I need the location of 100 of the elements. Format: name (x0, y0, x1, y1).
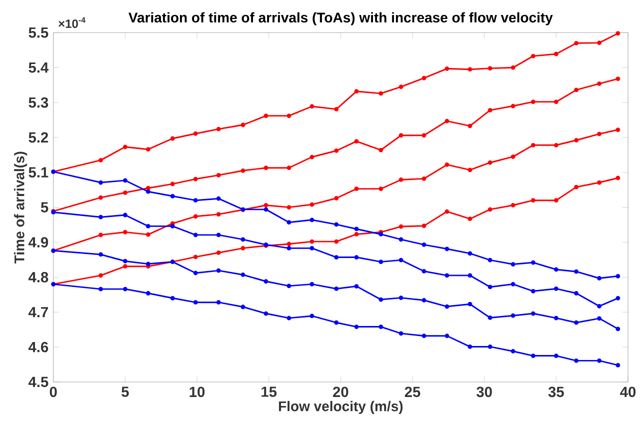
point (170, 194, 175, 198)
point (240, 122, 246, 128)
point (574, 358, 578, 363)
point (574, 138, 578, 142)
point (146, 147, 150, 152)
point (170, 224, 175, 228)
point (310, 202, 314, 207)
point (574, 291, 578, 296)
x-axis-title: Flow velocity (m/s) (278, 400, 403, 414)
x-tick-label: 30 (476, 386, 492, 398)
point (193, 198, 198, 203)
point (530, 100, 536, 104)
point (264, 114, 268, 118)
point (488, 344, 492, 349)
point (554, 142, 558, 148)
y-tick-label: 4.7 (28, 307, 48, 318)
point (468, 344, 472, 349)
point (597, 358, 602, 363)
point (574, 88, 578, 92)
point (468, 168, 472, 172)
y-tick-label: 5.3 (28, 97, 48, 108)
point (240, 272, 246, 277)
point (444, 334, 450, 338)
point (216, 172, 221, 178)
point (574, 320, 578, 325)
point (530, 260, 536, 265)
point (488, 160, 492, 165)
point (264, 166, 268, 170)
point (334, 255, 339, 260)
point (530, 311, 536, 316)
point (98, 214, 103, 220)
point (170, 296, 175, 300)
point (240, 304, 246, 310)
point (378, 297, 384, 302)
point (510, 203, 516, 208)
point (398, 258, 404, 262)
point (122, 258, 128, 264)
point (193, 176, 198, 182)
point (240, 237, 246, 242)
chart-title: Variation of time of arrivals (ToAs) with increase of flow velocity (128, 12, 553, 26)
point (398, 296, 404, 300)
point (597, 132, 602, 136)
point (122, 212, 128, 218)
point (422, 224, 426, 228)
point (193, 300, 198, 305)
point (510, 154, 516, 159)
point (530, 54, 536, 58)
point (616, 76, 620, 81)
point (264, 207, 268, 212)
point (122, 230, 128, 234)
point (422, 242, 426, 247)
point (264, 203, 268, 208)
point (193, 254, 198, 260)
point (597, 81, 602, 86)
point (616, 176, 620, 180)
y-tick-label: 5.4 (28, 62, 49, 73)
point (334, 239, 339, 244)
point (378, 148, 384, 152)
point (554, 354, 558, 358)
point (216, 196, 221, 201)
point (310, 246, 314, 250)
point (98, 232, 103, 238)
point (310, 314, 314, 318)
point (444, 118, 450, 124)
point (286, 114, 292, 118)
x-tick-label: 40 (620, 386, 636, 398)
point (574, 269, 578, 274)
point (422, 176, 426, 181)
point (616, 296, 620, 300)
point (354, 232, 359, 236)
point (510, 282, 516, 286)
point (398, 133, 404, 138)
point (444, 66, 450, 71)
y-tick-label: 5.2 (28, 132, 48, 143)
point (422, 298, 426, 302)
point (193, 232, 198, 238)
point (616, 363, 620, 368)
point (488, 207, 492, 212)
point (378, 324, 384, 329)
point (422, 269, 426, 274)
point (286, 242, 292, 246)
point (286, 246, 292, 250)
point (468, 251, 472, 256)
point (422, 334, 426, 338)
point (286, 220, 292, 225)
point (240, 168, 246, 173)
point (468, 216, 472, 222)
point (422, 133, 426, 138)
point (216, 268, 221, 273)
point (444, 209, 450, 214)
point (616, 274, 620, 278)
point (488, 258, 492, 262)
point (444, 304, 450, 309)
point (334, 106, 339, 112)
point (216, 232, 221, 238)
point (468, 273, 472, 278)
point (597, 40, 602, 45)
point (510, 262, 516, 266)
point (122, 286, 128, 292)
point (616, 326, 620, 332)
